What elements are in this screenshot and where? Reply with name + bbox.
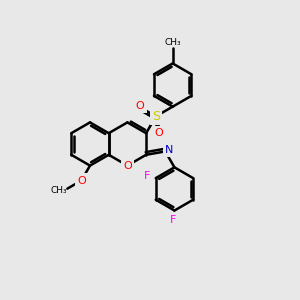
Text: N: N [165, 145, 173, 155]
Text: O: O [136, 101, 145, 111]
Text: F: F [143, 171, 150, 181]
Text: F: F [170, 215, 176, 225]
Text: O: O [77, 176, 86, 186]
Text: O: O [154, 128, 163, 138]
Text: O: O [123, 160, 132, 171]
Text: CH₃: CH₃ [51, 186, 67, 195]
Text: S: S [152, 110, 160, 123]
Text: CH₃: CH₃ [165, 38, 181, 47]
